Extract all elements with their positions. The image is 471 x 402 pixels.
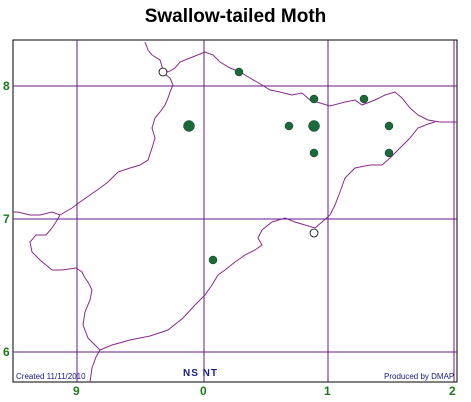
record-dot — [309, 148, 319, 158]
y-tick-8: 8 — [3, 79, 10, 93]
record-dot — [384, 121, 394, 131]
record-dot — [234, 67, 244, 77]
grid-ref-label: NS NT — [183, 368, 218, 379]
record-dot — [359, 94, 369, 104]
y-tick-6: 6 — [3, 345, 10, 359]
x-tick-2: 2 — [449, 384, 456, 398]
record-dot — [384, 148, 394, 158]
record-dot — [183, 120, 195, 132]
coastline — [13, 41, 457, 383]
map-frame — [12, 39, 458, 383]
grid-lines — [13, 40, 457, 382]
records-recent — [183, 67, 394, 265]
record-dot — [284, 121, 294, 131]
records-old — [158, 67, 319, 238]
record-dot — [308, 120, 320, 132]
record-dot — [208, 255, 218, 265]
x-tick-9: 9 — [73, 384, 80, 398]
y-tick-7: 7 — [3, 212, 10, 226]
created-label: Created 11/11/2010 — [16, 372, 86, 381]
record-dot — [309, 94, 319, 104]
x-tick-0: 0 — [200, 384, 207, 398]
old-record-dot — [158, 67, 168, 77]
producer-label: Produced by DMAP — [384, 372, 455, 381]
x-tick-1: 1 — [324, 384, 331, 398]
map-title: Swallow-tailed Moth — [144, 6, 327, 27]
old-record-dot — [309, 228, 319, 238]
